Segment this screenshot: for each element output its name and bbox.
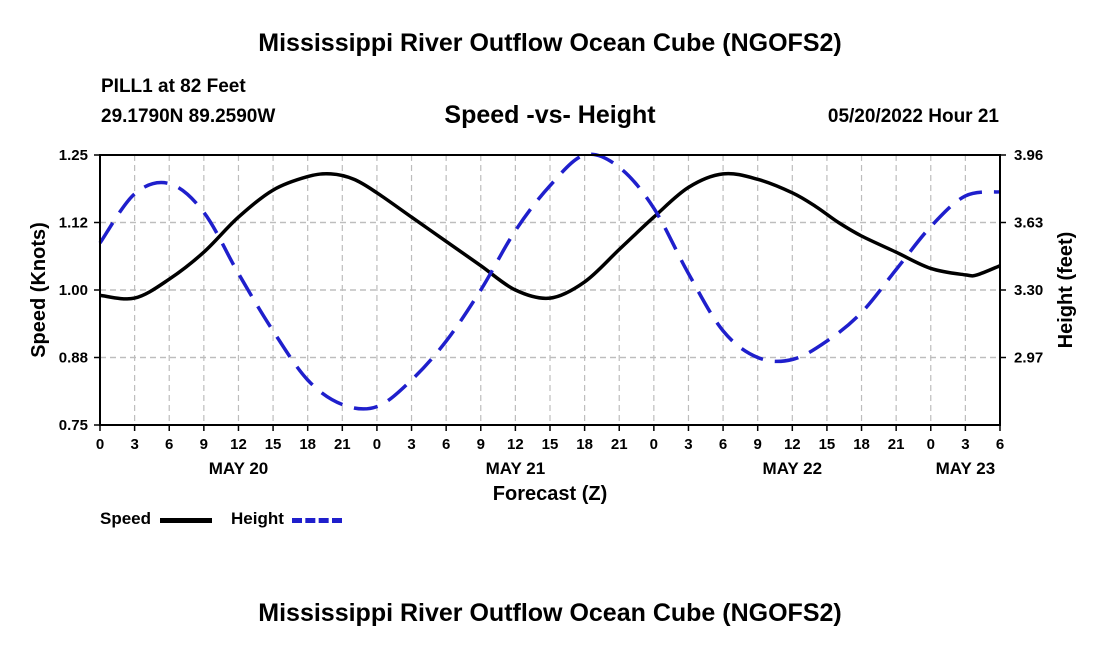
x-tick-label: 0 bbox=[96, 436, 104, 453]
x-tick-label: 21 bbox=[888, 436, 905, 453]
x-axis-label: Forecast (Z) bbox=[493, 483, 607, 505]
chart-subtitle: Speed -vs- Height bbox=[444, 101, 656, 129]
y-tick-label: 0.75 bbox=[59, 417, 88, 434]
legend-speed-swatch bbox=[160, 518, 212, 523]
y-tick-label: 1.12 bbox=[59, 215, 88, 232]
x-tick-label: 3 bbox=[407, 436, 415, 453]
y2-tick-label: 3.63 bbox=[1014, 215, 1043, 232]
x-tick-label: 9 bbox=[754, 436, 762, 453]
x-tick-label: 3 bbox=[961, 436, 969, 453]
x-tick-label: 0 bbox=[373, 436, 381, 453]
x-date-label: MAY 23 bbox=[936, 459, 996, 478]
x-tick-label: 0 bbox=[650, 436, 658, 453]
x-tick-label: 6 bbox=[996, 436, 1004, 453]
x-tick-label: 15 bbox=[819, 436, 836, 453]
legend-height-swatch bbox=[292, 518, 342, 523]
station-label: PILL1 at 82 Feet bbox=[101, 76, 246, 97]
y-tick-label: 1.00 bbox=[59, 282, 88, 299]
series-lines bbox=[98, 152, 1001, 411]
x-tick-label: 3 bbox=[130, 436, 138, 453]
y-tick-label: 1.25 bbox=[59, 147, 88, 164]
grid-lines bbox=[100, 154, 1000, 425]
bottom-title: Mississippi River Outflow Ocean Cube (NG… bbox=[258, 599, 842, 627]
forecast-datetime: 05/20/2022 Hour 21 bbox=[827, 106, 999, 127]
x-tick-label: 12 bbox=[507, 436, 524, 453]
station-coordinates: 29.1790N 89.2590W bbox=[101, 106, 276, 127]
x-date-label: MAY 21 bbox=[486, 459, 546, 478]
x-tick-label: 18 bbox=[853, 436, 870, 453]
x-tick-label: 12 bbox=[784, 436, 801, 453]
x-tick-label: 9 bbox=[200, 436, 208, 453]
x-tick-label: 3 bbox=[684, 436, 692, 453]
y-tick-label: 0.88 bbox=[59, 350, 88, 367]
x-tick-label: 12 bbox=[230, 436, 247, 453]
series-line-speed bbox=[99, 171, 1001, 301]
chart-main-title: Mississippi River Outflow Ocean Cube (NG… bbox=[258, 29, 842, 57]
x-tick-label: 9 bbox=[477, 436, 485, 453]
y2-tick-label: 3.30 bbox=[1014, 282, 1043, 299]
y2-axis-label: Height (feet) bbox=[1055, 232, 1077, 349]
series-line-height bbox=[98, 152, 1001, 411]
y2-tick-label: 3.96 bbox=[1014, 147, 1043, 164]
x-tick-label: 6 bbox=[442, 436, 450, 453]
y-axis-label: Speed (Knots) bbox=[28, 222, 50, 358]
x-tick-label: 6 bbox=[165, 436, 173, 453]
x-date-label: MAY 22 bbox=[763, 459, 823, 478]
x-tick-label: 21 bbox=[611, 436, 628, 453]
x-tick-label: 15 bbox=[542, 436, 559, 453]
x-date-label: MAY 20 bbox=[209, 459, 269, 478]
x-tick-label: 6 bbox=[719, 436, 727, 453]
x-tick-label: 18 bbox=[576, 436, 593, 453]
x-tick-label: 15 bbox=[265, 436, 282, 453]
legend-speed-label: Speed bbox=[100, 509, 152, 528]
axis-ticks: 0 3 6 9 12 15 18 21 0 3 6 9 12 15 18 21 0 3 6 9 12 15 18 21 0 3 6M… bbox=[59, 147, 1043, 478]
x-tick-label: 18 bbox=[299, 436, 316, 453]
legend-height-label: Height bbox=[231, 509, 284, 528]
x-tick-label: 0 bbox=[927, 436, 935, 453]
y2-tick-label: 2.97 bbox=[1014, 350, 1043, 367]
x-tick-label: 21 bbox=[334, 436, 351, 453]
